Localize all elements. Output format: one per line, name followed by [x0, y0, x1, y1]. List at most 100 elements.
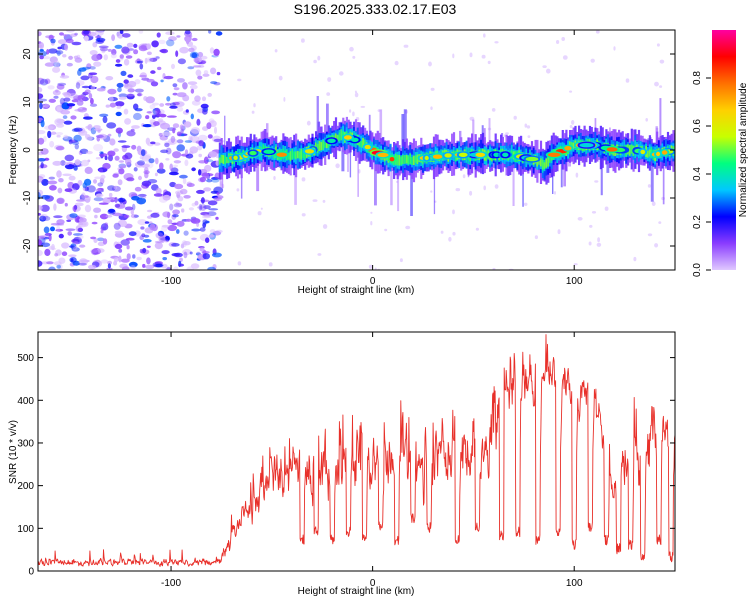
- spectrogram-cell: [97, 129, 101, 133]
- spectrogram-cell: [42, 56, 51, 60]
- spectrogram-cell: [141, 233, 146, 237]
- spectrogram-cell: [113, 257, 119, 262]
- spectrogram-cell: [56, 225, 61, 233]
- spectrogram-cell: [211, 178, 220, 183]
- spectrogram-cell: [117, 140, 127, 143]
- spectrogram-cell: [53, 203, 57, 211]
- spectrogram-cell: [112, 173, 119, 178]
- spectrogram-cell: [56, 134, 61, 138]
- spectrogram-cell: [201, 251, 210, 254]
- spectrogram-cell: [49, 56, 58, 63]
- spectrogram-cell: [124, 152, 133, 160]
- spectrogram-cell: [119, 213, 124, 217]
- spectrogram-cell: [224, 155, 227, 165]
- spectrogram-cell: [600, 146, 603, 196]
- spectrogram-cell: [510, 149, 514, 158]
- spectrogram-cell: [155, 187, 162, 195]
- spectrogram-cell: [113, 185, 118, 190]
- spectrogram-cell: [126, 130, 136, 137]
- spectrogram-cell: [176, 106, 184, 112]
- spectrogram-cell: [59, 32, 64, 36]
- spectrogram-cell: [69, 213, 78, 219]
- spectrogram-cell: [139, 74, 147, 78]
- spectrogram-cell: [142, 263, 146, 268]
- spectrogram-cell: [124, 118, 132, 125]
- spectrogram-cell: [165, 158, 170, 161]
- spectrogram-cell: [405, 154, 408, 164]
- spectrogram-cell: [76, 100, 84, 106]
- spectrogram-cell: [145, 161, 154, 169]
- spectrogram-cell: [169, 105, 178, 109]
- spectrogram-cell: [207, 266, 216, 270]
- spectrogram-cell: [108, 208, 116, 213]
- spectrogram-cell: [595, 30, 600, 34]
- spectrogram-cell: [94, 30, 104, 36]
- spectrogram-cell: [196, 251, 201, 255]
- colorbar-tick-label: 0.8: [692, 71, 703, 85]
- spectrogram-cell: [68, 55, 73, 60]
- spectrogram-cell: [179, 174, 188, 179]
- spectrogram-cell: [146, 209, 153, 213]
- spectrogram-cell: [85, 125, 92, 129]
- snr-y-tick-label: 200: [17, 481, 34, 492]
- spectrogram-cell: [206, 122, 212, 130]
- spectrogram-cell: [50, 131, 57, 135]
- spectrogram-cell: [149, 104, 156, 110]
- spectrogram-cell: [656, 43, 660, 47]
- spectrogram-cell: [64, 154, 75, 162]
- snr-x-tick-label: -100: [161, 578, 181, 589]
- spectrogram-cell: [212, 230, 222, 236]
- spectrogram-cell: [390, 158, 393, 206]
- spectrogram-cell: [172, 92, 178, 96]
- spectrogram-cell: [569, 125, 573, 129]
- spectrogram-cell: [198, 153, 202, 158]
- spectrogram-cell: [187, 66, 195, 70]
- spectrogram-cell: [214, 172, 220, 180]
- spectrogram-cell: [202, 215, 212, 219]
- spectrogram-cell: [140, 149, 146, 157]
- spectrogram-cell: [304, 149, 315, 154]
- spectrogram-cell: [424, 155, 429, 161]
- spectrogram-cell: [513, 115, 517, 120]
- spectrogram-cell: [469, 52, 473, 58]
- spectrogram-cell: [83, 30, 90, 35]
- spectrogram-cell: [213, 138, 222, 142]
- spectrogram-cell: [99, 113, 109, 118]
- spectrogram-cell: [91, 54, 101, 62]
- spectrogram-cell: [166, 115, 177, 118]
- spectrogram-cell: [287, 152, 290, 160]
- spectrogram-cell: [127, 74, 134, 78]
- spectrogram-cell: [628, 145, 631, 156]
- spectrogram-cell: [175, 50, 179, 57]
- spectrogram-cell: [190, 113, 194, 120]
- spectrogram-cell: [220, 154, 223, 163]
- spectrogram-cell: [49, 185, 57, 191]
- spectrogram-cell: [121, 46, 130, 54]
- spectrogram-cell: [95, 35, 102, 39]
- spectrogram-cell: [659, 85, 663, 88]
- spectrogram-cell: [412, 155, 416, 165]
- spectrogram-cell: [190, 88, 195, 94]
- spectrogram-cell: [54, 60, 60, 68]
- spectrogram-cell: [54, 253, 59, 257]
- spectrogram-cell: [74, 32, 78, 36]
- spectrogram-cell: [142, 247, 147, 254]
- spectrogram-cell: [95, 157, 101, 160]
- spectrogram-cell: [121, 145, 131, 149]
- spectrogram-cell: [662, 152, 665, 205]
- spectrogram-cell: [58, 233, 64, 239]
- spectrogram-cell: [200, 173, 209, 177]
- spectrogram-cell: [47, 247, 57, 250]
- spectrogram-cell: [296, 150, 299, 159]
- spectrogram-cell: [178, 263, 185, 267]
- spectrogram-cell: [458, 152, 468, 157]
- spectrogram-cell: [115, 101, 125, 107]
- spectrogram-cell: [56, 197, 65, 204]
- spectrogram-cell: [658, 221, 662, 224]
- spectrogram-cell: [216, 192, 220, 195]
- spectrogram-cell: [38, 176, 44, 183]
- spectrogram-cell: [74, 202, 84, 207]
- spectrogram-cell: [215, 160, 220, 167]
